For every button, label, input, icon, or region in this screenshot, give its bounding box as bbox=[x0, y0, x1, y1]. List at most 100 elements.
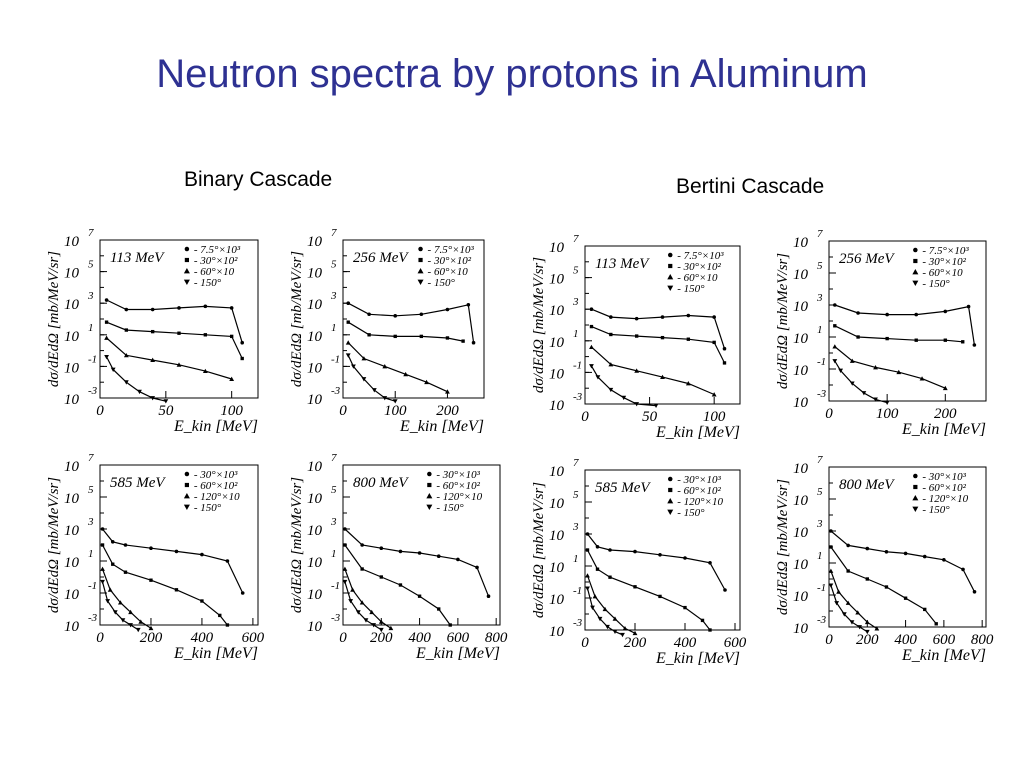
data-point bbox=[914, 312, 919, 317]
data-point bbox=[846, 543, 850, 548]
y-tick-label: 10 bbox=[64, 360, 80, 376]
data-point bbox=[448, 623, 452, 627]
data-point bbox=[124, 328, 129, 332]
data-point bbox=[873, 397, 878, 402]
data-point bbox=[100, 566, 105, 571]
data-point bbox=[398, 583, 403, 587]
data-point bbox=[346, 320, 350, 324]
legend-marker bbox=[417, 268, 424, 274]
y-tick-exponent: -1 bbox=[817, 582, 826, 594]
series-line bbox=[586, 549, 711, 631]
data-point bbox=[660, 374, 665, 380]
y-tick-label: 10 bbox=[307, 587, 323, 603]
data-point bbox=[660, 335, 665, 340]
data-point bbox=[683, 556, 687, 560]
data-point bbox=[177, 306, 181, 310]
y-tick-label: 10 bbox=[549, 366, 565, 382]
x-tick-label: 200 bbox=[624, 635, 647, 651]
y-tick-exponent: 1 bbox=[817, 324, 823, 336]
data-point bbox=[123, 380, 129, 385]
y-tick-exponent: 7 bbox=[331, 452, 337, 464]
y-tick-exponent: 7 bbox=[573, 457, 579, 469]
data-point bbox=[595, 545, 600, 549]
legend-marker bbox=[912, 506, 919, 512]
data-point bbox=[634, 368, 640, 373]
data-point bbox=[371, 388, 377, 393]
legend-marker bbox=[913, 258, 918, 264]
data-point bbox=[873, 365, 878, 370]
data-point bbox=[857, 625, 863, 630]
data-point bbox=[864, 629, 870, 635]
data-point bbox=[849, 381, 855, 386]
legend-label: - 30°×10² bbox=[428, 255, 472, 267]
data-point bbox=[403, 371, 409, 377]
y-tick-label: 10 bbox=[549, 592, 565, 608]
data-point bbox=[884, 550, 889, 554]
series-line bbox=[591, 308, 726, 349]
data-point bbox=[436, 554, 441, 558]
x-tick-label: 200 bbox=[436, 403, 459, 419]
y-tick-exponent: 1 bbox=[817, 550, 823, 562]
y-tick-label: 10 bbox=[793, 235, 809, 251]
data-point bbox=[351, 364, 356, 369]
data-point bbox=[942, 558, 946, 562]
y-axis-label: dσ/dEdΩ [mb/MeV/sr] bbox=[775, 479, 791, 615]
y-tick-label: 10 bbox=[307, 329, 323, 345]
x-tick-label: 600 bbox=[933, 632, 956, 648]
legend-marker bbox=[668, 476, 673, 482]
data-point bbox=[612, 629, 618, 634]
data-point bbox=[437, 607, 441, 611]
y-tick-label: 10 bbox=[307, 619, 323, 635]
y-tick-label: 10 bbox=[549, 464, 565, 480]
x-tick-label: 400 bbox=[408, 630, 431, 646]
data-point bbox=[829, 545, 833, 549]
y-tick-exponent: 5 bbox=[817, 486, 823, 498]
y-tick-exponent: -1 bbox=[817, 356, 826, 368]
data-point bbox=[229, 376, 235, 381]
y-axis-label: dσ/dEdΩ [mb/MeV/sr] bbox=[46, 477, 62, 613]
legend-marker bbox=[668, 487, 673, 493]
x-axis-label: E_kin [MeV] bbox=[901, 421, 986, 438]
y-tick-exponent: 1 bbox=[573, 328, 579, 340]
data-point bbox=[828, 568, 834, 573]
energy-label: 585 MeV bbox=[110, 475, 166, 491]
x-tick-label: 100 bbox=[876, 406, 899, 422]
data-point bbox=[138, 619, 144, 624]
data-point bbox=[612, 616, 618, 621]
data-point bbox=[150, 396, 156, 401]
legend-label: - 7.5°×10³ bbox=[922, 245, 969, 257]
y-tick-label: 10 bbox=[64, 266, 80, 282]
y-tick-label: 10 bbox=[549, 240, 565, 256]
y-tick-exponent: 3 bbox=[330, 516, 337, 528]
data-point bbox=[240, 591, 245, 595]
data-point bbox=[104, 355, 109, 360]
x-axis-label: E_kin [MeV] bbox=[173, 418, 258, 435]
data-point bbox=[609, 315, 613, 319]
legend-label: - 60°×10² bbox=[194, 480, 238, 492]
data-point bbox=[361, 356, 367, 361]
series-line bbox=[347, 321, 464, 342]
data-point bbox=[360, 567, 364, 571]
x-axis-label: E_kin [MeV] bbox=[901, 647, 986, 664]
y-tick-exponent: -3 bbox=[331, 385, 341, 397]
series-line bbox=[106, 356, 166, 402]
x-tick-label: 600 bbox=[242, 630, 265, 646]
binary-cascade-label: Binary Cascade bbox=[184, 168, 333, 191]
y-tick-label: 10 bbox=[793, 395, 809, 411]
energy-label: 113 MeV bbox=[110, 250, 165, 266]
energy-label: 256 MeV bbox=[353, 250, 409, 266]
data-point bbox=[832, 359, 838, 364]
data-point bbox=[350, 587, 355, 592]
x-tick-label: 0 bbox=[339, 630, 347, 646]
energy-label: 113 MeV bbox=[595, 256, 650, 272]
data-point bbox=[621, 395, 627, 401]
y-tick-exponent: 5 bbox=[331, 484, 337, 496]
series-line bbox=[344, 581, 382, 631]
legend-marker bbox=[426, 504, 433, 510]
legend-marker bbox=[913, 247, 918, 253]
y-tick-exponent: -3 bbox=[88, 385, 98, 397]
data-point bbox=[203, 304, 208, 309]
